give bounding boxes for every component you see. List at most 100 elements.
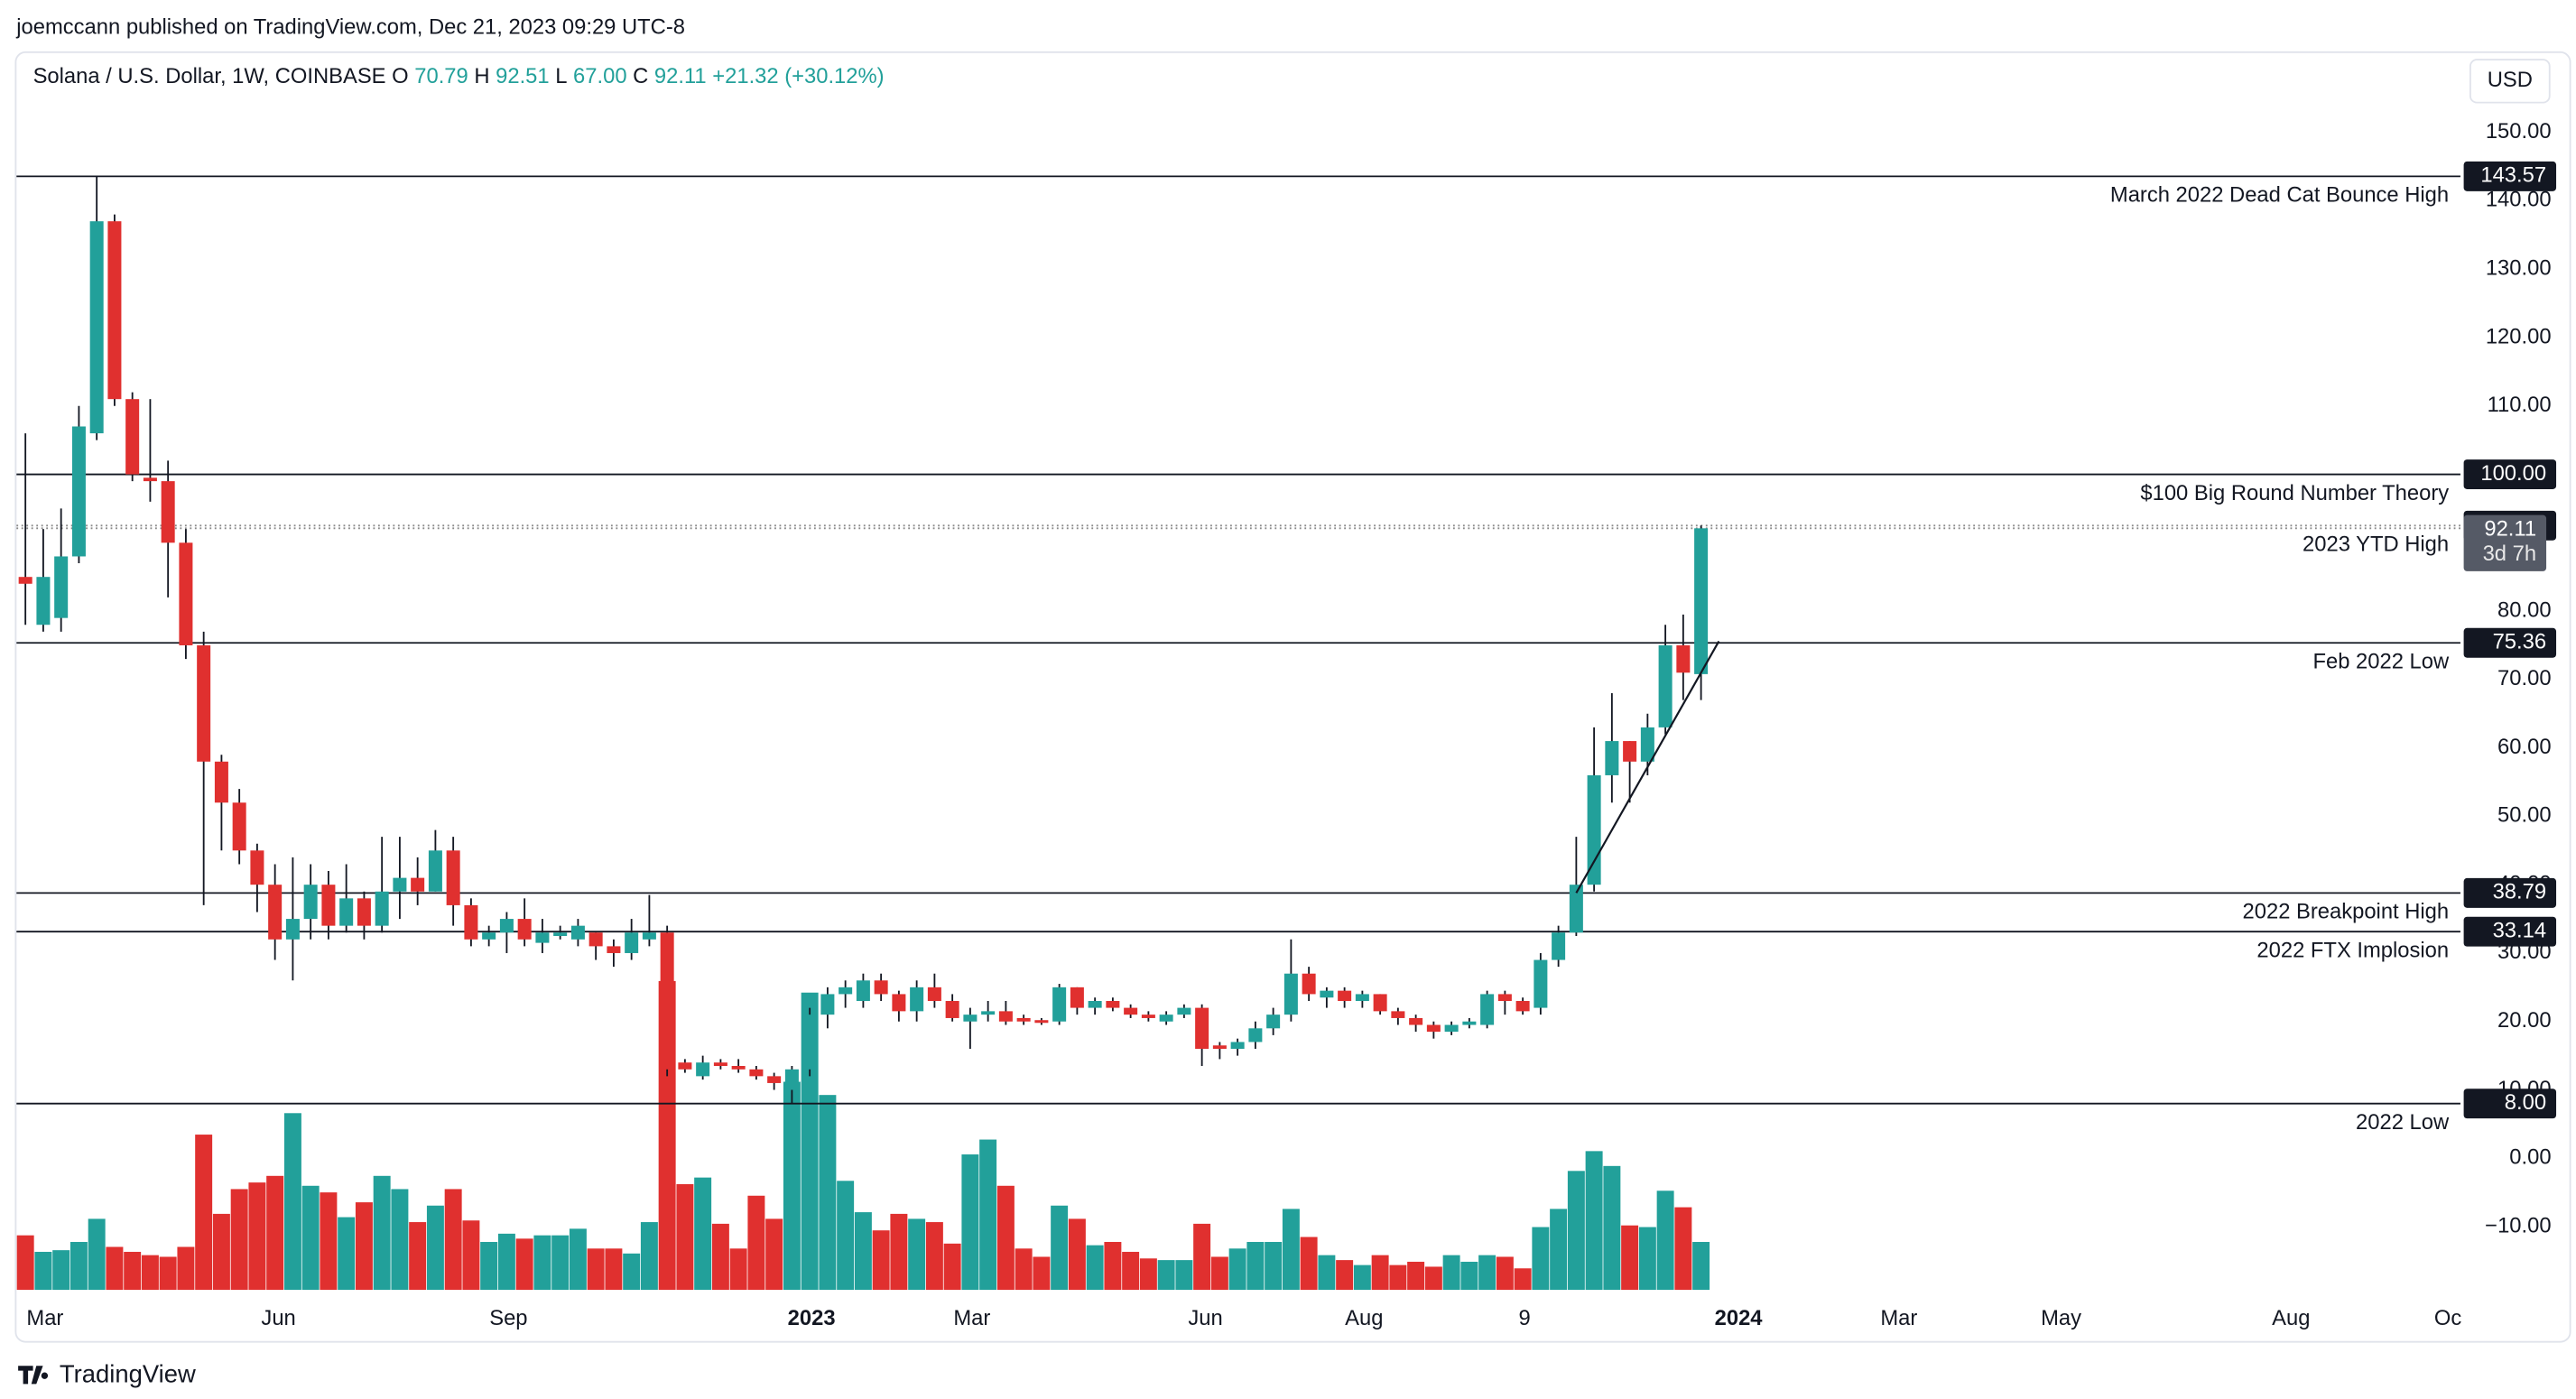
volume-bar [1621,1225,1639,1291]
candle-body [1605,741,1619,775]
volume-bar [1175,1260,1193,1291]
y-tick-label: −10.00 [2485,1213,2551,1237]
candle-body [1124,1007,1138,1015]
candle-body [874,980,888,995]
candle-body [1159,1015,1173,1022]
candle-body [802,1015,817,1070]
currency-label[interactable]: USD [2488,68,2533,92]
candle-body [1658,644,1673,727]
volume-bar [1300,1237,1318,1291]
candle-body [588,932,603,947]
candle-body [820,994,835,1015]
volume-bar [1496,1256,1514,1291]
x-tick-label: Mar [26,1306,63,1330]
volume-bar [355,1202,373,1291]
volume-bar [694,1177,712,1291]
level-note: 2022 FTX Implosion [2256,938,2449,962]
volume-bar [1086,1245,1104,1291]
candle-body [268,885,283,940]
legend-key: H [474,64,489,88]
candle-body [1320,990,1334,998]
candle-body [1034,1020,1049,1024]
volume-bar [1353,1265,1371,1291]
volume-bar [69,1241,88,1291]
volume-bar [230,1189,248,1291]
candle-body [945,1001,959,1018]
candle-body [517,919,532,940]
candle-body [713,1062,727,1066]
y-tick-label: 20.00 [2497,1008,2551,1033]
legend-key: L [555,64,567,88]
candle-body [125,399,140,475]
volume-bar [373,1175,391,1291]
volume-bar [943,1243,961,1291]
y-tick-label: 120.00 [2486,324,2552,348]
volume-bar [301,1185,320,1291]
currency-button[interactable] [2469,59,2551,104]
candle-body [927,987,941,1002]
legend-value: 92.11 [654,64,707,88]
candle-body [678,1062,692,1070]
candle-body [1266,1015,1281,1029]
volume-bar [444,1189,462,1291]
volume-bar [1514,1268,1532,1291]
level-note: Feb 2022 Low [2313,649,2450,673]
y-tick-label: 80.00 [2497,598,2551,622]
legend-title: Solana / U.S. Dollar, 1W, COINBASE [33,64,386,88]
candle-body [642,932,656,940]
volume-bar [1603,1165,1621,1291]
candle-body [411,877,425,892]
legend-value: 70.79 [414,64,468,88]
candle-body [981,1011,996,1015]
candle-body [839,987,853,995]
volume-bar [1692,1241,1710,1291]
candle-body [1195,1007,1209,1050]
candle-body [1141,1015,1155,1018]
candle-body [393,877,407,892]
candle-body [499,919,514,933]
volume-bar [1478,1255,1496,1291]
y-tick-label: 60.00 [2497,735,2551,759]
volume-bar [961,1154,979,1291]
candle-body [1302,973,1316,995]
volume-bar [195,1135,213,1291]
candle-body [767,1076,782,1083]
candle-body [1248,1028,1263,1042]
candle-body [749,1069,764,1077]
candle-body [535,932,550,943]
x-tick-label: Jun [1188,1306,1222,1330]
candle-body [963,1015,978,1022]
candle-body [1016,1017,1031,1022]
last-price-badge [2463,514,2547,571]
candle-body [197,644,211,762]
volume-bar [890,1213,908,1291]
volume-bar [837,1181,855,1291]
publisher: joemccann published on TradingView.com, … [15,15,685,40]
candle-body [303,885,318,920]
candle-body [1552,932,1566,960]
level-note: 2022 Low [2356,1110,2450,1135]
volume-bar [177,1246,195,1291]
candle-body [1569,885,1583,933]
candle-body [482,932,496,940]
volume-bar [1674,1207,1692,1291]
candle-body [464,904,478,940]
candle-body [1409,1017,1423,1025]
volume-bar [1389,1265,1407,1291]
candle-body [1088,1001,1102,1008]
legend-value: 92.51 [496,64,549,88]
candle-body [1676,644,1691,673]
brand-name: TradingView [60,1359,196,1387]
volume-bar [1139,1258,1157,1291]
x-tick-label: Aug [1345,1306,1383,1330]
volume-bar [533,1235,551,1291]
price-badge [2463,161,2557,191]
volume-bar [1567,1171,1585,1291]
volume-bar [1193,1223,1211,1291]
volume-bar [88,1218,106,1291]
x-tick-label: 9 [1518,1306,1530,1330]
candle-body [1070,987,1084,1008]
volume-bar [925,1222,943,1291]
